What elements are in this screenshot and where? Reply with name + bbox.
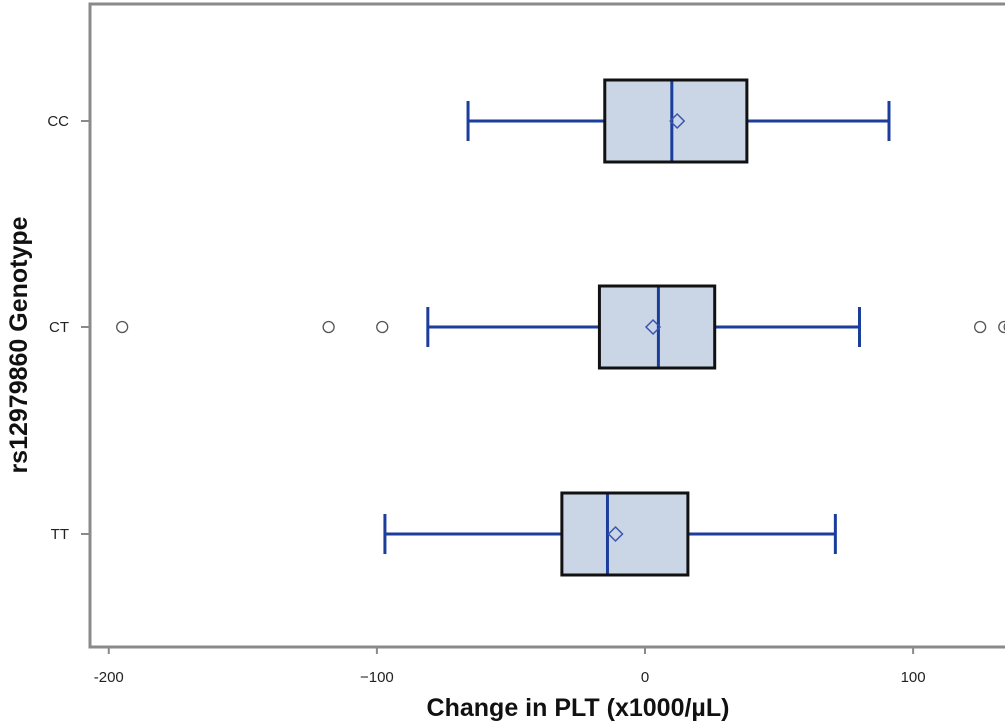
outlier-point [998,320,1005,334]
x-axis-title: Change in PLT (x1000/µL) [427,694,730,722]
mean-marker [644,318,662,336]
y-tick-label: TT [51,526,69,543]
x-axis: -200 −100 0 100 [94,647,926,686]
box-cc [466,78,891,164]
box-ct [116,284,1005,370]
y-axis-title: rs12979860 Genotype [5,216,33,473]
box-plot-series [116,78,1005,577]
x-tick-label: -200 [94,669,124,686]
mean-marker [669,112,686,130]
y-axis: CC CT TT [47,113,90,543]
box-tt [383,491,837,577]
x-tick-label: 0 [641,669,649,686]
y-tick-label: CC [47,113,69,130]
plot-frame [88,2,1005,649]
iqr-box [603,78,749,164]
outlier-point [376,320,389,334]
mean-marker [607,525,624,543]
outlier-point [1003,322,1005,332]
x-tick-label: 100 [901,669,926,686]
iqr-box [560,491,690,577]
outlier-point [322,320,335,334]
outlier-point [973,320,987,334]
outlier-point [116,320,129,334]
y-tick-label: CT [49,319,69,336]
x-tick-label: −100 [360,669,394,686]
